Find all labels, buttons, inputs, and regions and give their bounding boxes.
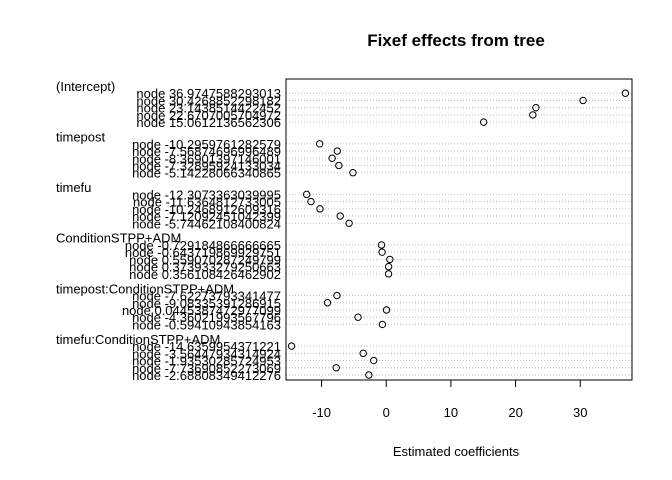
gridlines <box>286 92 632 376</box>
row-label: node -10.2959761282579 <box>132 137 281 152</box>
data-point <box>345 219 353 227</box>
data-point <box>332 364 340 372</box>
row-label: node -7.73690852273069 <box>132 361 281 376</box>
data-point <box>336 212 344 220</box>
data-point <box>302 190 311 199</box>
group-label: ConditionSTPP+ADM <box>56 231 181 246</box>
row-label: node -14.6359954371221 <box>132 339 281 354</box>
x-tick-label: -10 <box>312 405 331 420</box>
group-label: timefu:ConditionSTPP+ADM <box>56 332 220 347</box>
data-point <box>315 140 324 148</box>
data-point <box>384 270 393 278</box>
data-point <box>377 241 386 249</box>
row-label: node 0.373933279250663 <box>129 260 281 275</box>
row-label: node 0.0445387472977099 <box>122 303 281 318</box>
x-tick-label: 20 <box>508 405 522 420</box>
row-label: node -9.08335391286915 <box>132 296 281 311</box>
row-label: node -8.36901397146001 <box>132 151 281 166</box>
row-label: node 15.0612136562306 <box>136 115 281 130</box>
row-label: node -12.3073363039995 <box>132 187 281 202</box>
data-point <box>359 349 367 358</box>
row-label: node -7.32895924133034 <box>132 158 281 173</box>
data-point <box>382 306 391 314</box>
row-label: node -7.56874696996489 <box>132 144 281 159</box>
data-point <box>479 118 488 126</box>
data-point <box>354 313 362 321</box>
x-tick-label: 30 <box>573 405 587 420</box>
data-point <box>349 169 357 177</box>
data-point <box>323 299 332 307</box>
row-label: node 22.6707005704972 <box>136 108 281 123</box>
data-point <box>307 197 315 206</box>
group-label: timefu <box>56 180 91 195</box>
data-point <box>529 111 537 119</box>
data-point <box>333 147 341 155</box>
x-axis-label: Estimated coefficients <box>393 444 520 459</box>
data-point <box>316 205 324 213</box>
data-point <box>386 255 394 264</box>
row-label: node -11.6364812733005 <box>133 195 281 210</box>
row-label: node 23.1438514422452 <box>136 101 281 116</box>
row-label: node -4.36021993567796 <box>132 310 281 325</box>
row-label: node -3.56447934314924 <box>132 346 281 361</box>
data-point <box>378 320 387 329</box>
row-label: node -0.729184866666665 <box>125 238 281 253</box>
data-points <box>287 89 630 379</box>
row-label: node 36.9747588293013 <box>136 86 281 101</box>
data-point <box>365 371 373 379</box>
data-point <box>384 262 393 271</box>
plot-frame <box>285 78 633 381</box>
data-point <box>287 342 296 350</box>
data-point <box>579 96 587 105</box>
row-label: node 0.356108426462902 <box>129 267 281 282</box>
data-point <box>335 161 343 170</box>
x-tick-label: 0 <box>383 405 390 420</box>
data-point <box>621 89 630 97</box>
x-tick-label: 10 <box>444 405 458 420</box>
row-label: node 0.559070287249799 <box>129 252 281 267</box>
row-label: node -0.643719869929751 <box>125 245 281 260</box>
data-point <box>532 103 540 112</box>
row-label: node -7.62273793341477 <box>132 289 281 304</box>
row-label: node -1.93530285724953 <box>132 354 281 369</box>
group-label: (Intercept) <box>56 79 115 94</box>
group-label: timepost:ConditionSTPP+ADM <box>56 281 234 296</box>
data-point <box>328 154 336 162</box>
row-label: node -2.68808349412276 <box>132 368 281 383</box>
group-label: timepost <box>56 130 106 145</box>
data-point <box>333 291 341 300</box>
row-label: node -0.59410943854163 <box>132 317 281 332</box>
data-point <box>378 248 386 256</box>
row-label: node 30.4268852298182 <box>136 93 281 108</box>
row-label: node -7.12092451042399 <box>132 209 281 224</box>
chart-title: Fixef effects from tree <box>367 31 545 50</box>
row-label: node -5.74462108400824 <box>132 216 281 231</box>
data-point <box>370 356 378 365</box>
row-label: node -5.14228066340865 <box>132 166 281 181</box>
row-label: node -10.2468912609316 <box>132 202 281 217</box>
